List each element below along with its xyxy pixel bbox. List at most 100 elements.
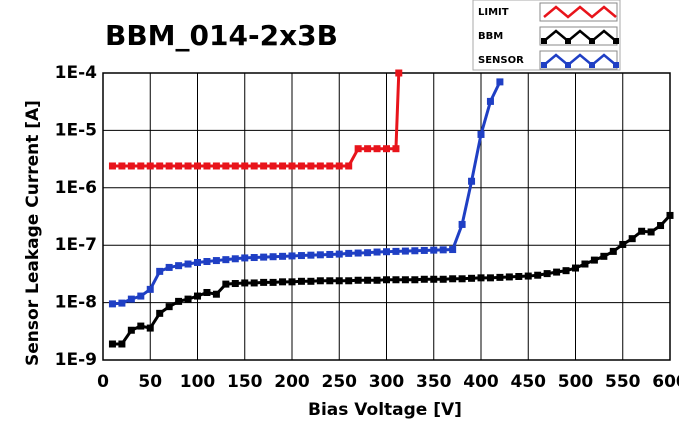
data-point: [203, 258, 211, 266]
data-point: [279, 278, 287, 286]
data-point: [269, 162, 277, 170]
data-point: [108, 162, 116, 170]
data-point: [458, 220, 466, 228]
data-point: [364, 145, 372, 153]
legend-swatch-marker: [589, 62, 595, 68]
data-point: [269, 253, 277, 261]
data-point: [449, 275, 457, 283]
x-tick-label: 250: [322, 372, 358, 392]
legend-swatch-box: [539, 26, 618, 46]
data-point: [430, 246, 438, 254]
data-point: [496, 78, 504, 86]
data-point: [395, 69, 403, 77]
data-point: [279, 252, 287, 260]
data-point: [222, 256, 230, 264]
data-point: [156, 267, 164, 275]
data-point: [411, 276, 419, 284]
data-point: [118, 299, 126, 307]
data-point: [647, 228, 655, 236]
data-point: [477, 130, 485, 138]
legend-swatch-box: [539, 2, 618, 22]
data-point: [486, 97, 494, 105]
data-point: [373, 145, 381, 153]
data-point: [326, 250, 334, 258]
data-point: [496, 273, 504, 281]
data-point: [288, 162, 296, 170]
data-point: [581, 260, 589, 268]
data-point: [156, 162, 164, 170]
data-point: [175, 162, 183, 170]
data-point: [231, 162, 239, 170]
data-point: [241, 162, 249, 170]
chart-title: BBM_014-2x3B: [105, 19, 338, 52]
data-point: [316, 251, 324, 259]
y-tick-label: 1E-4: [55, 63, 97, 83]
data-point: [401, 276, 409, 284]
data-point: [562, 267, 570, 275]
y-tick-label: 1E-5: [55, 120, 97, 140]
data-point: [383, 145, 390, 153]
data-point: [458, 275, 466, 283]
data-point: [184, 162, 192, 170]
x-tick-label: 50: [138, 372, 162, 392]
data-point: [619, 240, 627, 248]
data-point: [260, 253, 268, 261]
data-point: [212, 257, 220, 265]
data-point: [279, 162, 287, 170]
data-point: [345, 277, 353, 285]
data-point: [364, 249, 372, 257]
data-point: [269, 278, 277, 286]
data-point: [165, 162, 173, 170]
data-point: [439, 275, 447, 283]
data-point: [657, 222, 665, 230]
data-point: [373, 276, 381, 284]
data-point: [137, 322, 145, 330]
data-point: [146, 285, 154, 293]
data-point: [468, 274, 476, 282]
data-point: [288, 278, 296, 286]
data-point: [307, 277, 315, 285]
legend-label: LIMIT: [478, 7, 509, 18]
x-tick-label: 350: [416, 372, 452, 392]
data-point: [137, 162, 145, 170]
data-point: [553, 268, 561, 276]
x-tick-label: 400: [463, 372, 499, 392]
data-point: [590, 256, 598, 264]
data-point: [297, 252, 305, 260]
data-point: [146, 324, 154, 332]
legend-swatch-marker: [613, 62, 619, 68]
data-point: [392, 145, 400, 153]
data-point: [364, 276, 372, 284]
data-point: [297, 162, 305, 170]
data-point: [212, 162, 220, 170]
data-point: [118, 340, 126, 348]
x-tick-label: 100: [180, 372, 216, 392]
data-point: [600, 252, 608, 260]
data-point: [156, 309, 164, 317]
x-tick-label: 500: [558, 372, 594, 392]
data-point: [184, 260, 192, 268]
legend-swatch-marker: [565, 62, 571, 68]
data-point: [420, 246, 428, 254]
data-point: [108, 340, 116, 348]
legend-swatch-marker: [541, 38, 547, 44]
data-point: [326, 162, 334, 170]
data-point: [373, 248, 381, 256]
data-point: [486, 274, 494, 282]
data-point: [250, 279, 258, 287]
x-tick-label: 600: [652, 372, 679, 392]
data-point: [288, 252, 296, 260]
data-point: [316, 277, 324, 285]
y-axis-label: Sensor Leakage Current [A]: [23, 100, 43, 366]
data-point: [335, 250, 343, 258]
data-point: [127, 326, 135, 334]
data-point: [146, 162, 154, 170]
data-point: [420, 275, 428, 283]
data-point: [609, 247, 617, 255]
data-point: [297, 277, 305, 285]
legend-swatch-marker: [613, 38, 619, 44]
data-point: [222, 162, 230, 170]
y-tick-label: 1E-7: [55, 235, 97, 255]
data-point: [354, 249, 362, 257]
data-point: [127, 295, 135, 303]
